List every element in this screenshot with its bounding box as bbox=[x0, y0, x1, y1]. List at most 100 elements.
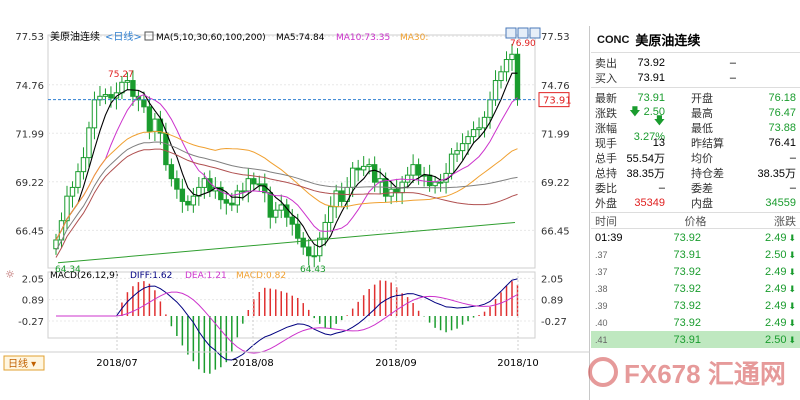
down-arrow-icon: 🡇 bbox=[629, 106, 641, 118]
tick-price: 73.91 bbox=[673, 248, 701, 261]
oi-diff-value: 38.35万 bbox=[757, 167, 796, 180]
diff-label: DIFF:1.62 bbox=[130, 271, 172, 281]
last-price-tag-box bbox=[538, 92, 570, 108]
tick-change: 2.49 ⬇ bbox=[765, 299, 796, 312]
price-axis-right-label: 77.53 bbox=[541, 32, 570, 43]
tick-time: .37 bbox=[595, 249, 608, 260]
zoom-in-icon bbox=[505, 27, 517, 39]
candle-body bbox=[229, 202, 235, 206]
candle-body bbox=[273, 209, 279, 218]
candle-body bbox=[119, 81, 125, 94]
kline-chart-panel[interactable]: 77.53 77.53 74.76 74.76 71.99 71.99 69.22 69.22… bbox=[0, 0, 590, 400]
date-tick-label: 2018/08 bbox=[232, 358, 274, 369]
ma-checkbox-icon bbox=[144, 31, 154, 41]
down-arrow-icon: ⬇ bbox=[788, 266, 796, 277]
low-annotation: 64.43 bbox=[300, 265, 326, 275]
candle-body bbox=[328, 206, 334, 223]
macd-axis-left-label: -0.27 bbox=[18, 317, 44, 328]
candle-body bbox=[91, 99, 98, 129]
ticks-head-time: 时间 bbox=[595, 215, 617, 228]
candle-body bbox=[86, 127, 92, 159]
kline-chart[interactable]: 77.53 77.53 74.76 74.76 71.99 71.99 69.22 69.22… bbox=[0, 0, 590, 400]
bid-ask-block: 卖出 73.92 – 买入 73.91 – bbox=[591, 53, 800, 88]
down-arrow-icon: ⬇ bbox=[788, 317, 796, 328]
ma30-line bbox=[55, 130, 518, 241]
stats-row-6: 总持 38.35万 持仓差 38.35万 bbox=[595, 165, 796, 180]
low-value: 73.88 bbox=[768, 121, 796, 134]
down-arrow-icon: ⬇ bbox=[788, 300, 796, 311]
avg-label: 均价 bbox=[691, 152, 713, 165]
diff-line bbox=[56, 278, 518, 361]
tick-price: 73.91 bbox=[673, 333, 701, 346]
min-annotation: 64.34 bbox=[55, 265, 81, 275]
candle-body bbox=[69, 186, 76, 197]
oi-diff-label: 持仓差 bbox=[691, 167, 724, 180]
candle-body bbox=[218, 186, 224, 201]
tick-price: 73.92 bbox=[673, 231, 701, 244]
high-value: 76.47 bbox=[768, 106, 796, 119]
candle-body bbox=[311, 255, 317, 258]
candle-body bbox=[481, 116, 488, 129]
candle-body bbox=[338, 190, 345, 202]
candle-body bbox=[190, 195, 197, 206]
candle-body bbox=[366, 164, 372, 167]
candle-body bbox=[503, 59, 510, 73]
candle-body bbox=[64, 195, 70, 222]
high-label: 最高 bbox=[691, 107, 713, 120]
quote-code: CONC bbox=[597, 33, 630, 46]
buy-label: 买入 bbox=[595, 72, 617, 85]
candle-body bbox=[404, 174, 411, 183]
candle-body bbox=[492, 80, 499, 101]
tick-change: 2.50 ⬇ bbox=[765, 333, 796, 346]
price-axis-left-label: 74.76 bbox=[15, 81, 44, 92]
latest-label: 最新 bbox=[595, 92, 617, 105]
tick-change: 2.49 ⬇ bbox=[765, 265, 796, 278]
ma200-line bbox=[57, 221, 516, 264]
price-axis-left-label: 66.45 bbox=[15, 226, 44, 237]
candle-body bbox=[509, 53, 515, 61]
prev-settle-label: 昨结算 bbox=[691, 137, 724, 150]
candle-body bbox=[124, 80, 131, 83]
ma10-line bbox=[55, 94, 518, 241]
period-button: 日线 ▾ bbox=[8, 357, 36, 370]
candle-body bbox=[108, 94, 114, 99]
chart-symbol-label: 美原油连续 bbox=[50, 30, 100, 43]
candle-body bbox=[245, 178, 251, 192]
candle-body bbox=[168, 164, 175, 180]
candle-body bbox=[75, 171, 81, 188]
tick-time: .41 bbox=[595, 334, 608, 345]
candle-body bbox=[426, 174, 433, 187]
candle-body bbox=[146, 106, 153, 132]
low-label: 最低 bbox=[691, 122, 713, 135]
down-arrow-icon: ⬇ bbox=[788, 283, 796, 294]
tick-change: 2.49 ⬇ bbox=[765, 231, 796, 244]
watermark-mark-icon bbox=[588, 357, 618, 387]
macd-axis-right-label: 0.89 bbox=[541, 296, 563, 307]
committee-diff-label: 委差 bbox=[691, 182, 713, 195]
tick-row: .41 73.91 2.50 ⬇ bbox=[591, 331, 800, 348]
candle-body bbox=[448, 153, 455, 174]
candle-body bbox=[487, 99, 493, 118]
committee-diff-value: – bbox=[789, 181, 796, 194]
candle-body bbox=[179, 188, 186, 202]
candle-body bbox=[371, 164, 378, 183]
committee-label: 委比 bbox=[595, 182, 617, 195]
candle-body bbox=[498, 71, 504, 82]
tick-price: 73.92 bbox=[673, 265, 701, 278]
stats-row-3: 涨幅 🡇 3.27% 最低 73.88 bbox=[595, 115, 796, 143]
stats-row-7: 委比 – 委差 – bbox=[595, 180, 796, 195]
tick-time: .37 bbox=[595, 266, 608, 277]
candle-body bbox=[185, 200, 191, 206]
tick-time: .39 bbox=[595, 300, 608, 311]
price-axis-right-label: 69.22 bbox=[541, 178, 570, 189]
buy-price: 73.91 bbox=[637, 71, 665, 84]
ticks-list[interactable]: 01:39 73.92 2.49 ⬇ .37 73.91 2.50 ⬇ .37 73.92 2.49… bbox=[591, 229, 800, 348]
candle-body bbox=[251, 178, 257, 185]
date-tick-label: 2018/07 bbox=[96, 358, 138, 369]
stats-row-4: 现手 13 昨结算 76.41 bbox=[595, 135, 796, 150]
tick-time: 01:39 bbox=[595, 231, 623, 244]
stats-row-1: 最新 73.91 开盘 76.18 bbox=[595, 90, 796, 105]
tick-price: 73.92 bbox=[673, 299, 701, 312]
pct-label: 涨幅 bbox=[595, 122, 617, 135]
tick-change: 2.49 ⬇ bbox=[765, 282, 796, 295]
